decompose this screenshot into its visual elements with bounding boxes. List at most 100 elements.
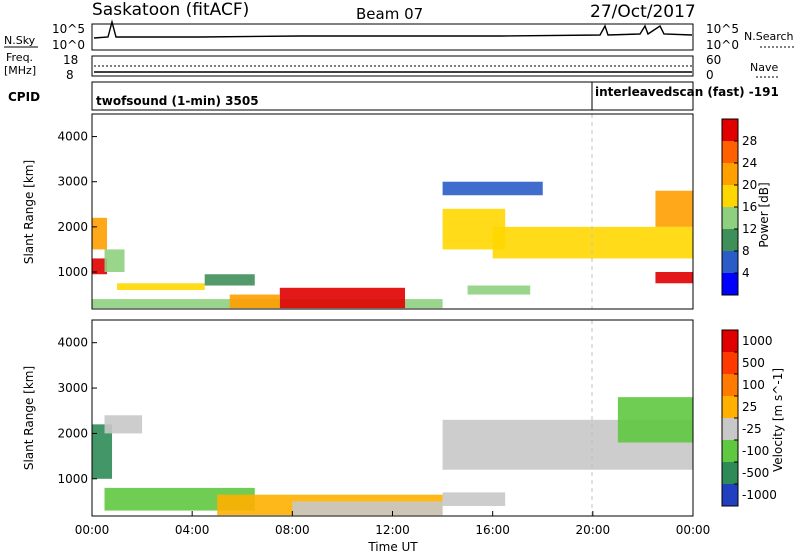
velocity-colorbar-segment [722,396,738,418]
freq-tick-bottom: 8 [66,68,74,82]
velocity-echo-region [104,415,143,434]
velocity-y-tick-label: 4000 [57,336,88,350]
power-y-ticks: 1000 2000 3000 4000 [57,130,97,279]
power-colorbar-tick-label: 16 [742,200,757,214]
power-cells [92,181,693,309]
time-x-tick-label: 04:00 [175,523,210,537]
power-colorbar-segment [722,207,738,229]
time-x-ticks: 00:00 04:00 08:00 12:00 16:00 20:00 00:00 [75,511,711,537]
nave-tick-top: 60 [706,53,721,67]
power-colorbar-tick-label: 8 [742,244,750,258]
power-colorbar-tick-label: 4 [742,266,750,280]
power-echo-region [467,285,531,295]
power-colorbar-tick-label: 12 [742,222,757,236]
power-panel-background [92,114,693,309]
power-echo-region [655,271,693,284]
nave-label: Nave [750,61,778,74]
velocity-colorbar-segment [722,352,738,374]
time-x-tick-label: 20:00 [576,523,611,537]
time-x-tick-label: 12:00 [375,523,410,537]
velocity-y-tick-label: 3000 [57,381,88,395]
power-colorbar-segment [722,119,738,141]
time-x-tick-label: 16:00 [475,523,510,537]
noise-panel-frame [91,23,694,51]
power-echo-region [492,226,693,259]
cpid-mode-2: interleavedscan (fast) -191 [595,85,779,99]
power-colorbar-segment [722,273,738,295]
date-title: 27/Oct/2017 [590,2,696,22]
power-y-tick-label: 1000 [57,265,88,279]
velocity-colorbar: 1000 500 100 25 -25 -100 -500 -1000 [721,329,777,507]
velocity-colorbar-segment [722,330,738,352]
power-colorbar-tick-label: 28 [742,134,757,148]
velocity-colorbar-tick-label: -1000 [742,488,777,502]
freq-panel-frame [91,55,694,77]
nave-tick-bottom: 0 [706,68,714,82]
power-colorbar: 4 8 12 16 20 24 28 [721,118,757,296]
freq-label-1: Freq. [6,51,33,64]
power-echo-region [229,294,280,309]
freq-label-2: [MHz] [4,64,36,77]
power-colorbar-segment [722,185,738,207]
power-colorbar-segment [722,229,738,251]
velocity-colorbar-tick-label: -500 [742,466,769,480]
velocity-y-tick-label: 2000 [57,426,88,440]
noise-sky-line [93,19,693,39]
velocity-echo-region [617,397,693,443]
time-x-tick-label: 00:00 [75,523,110,537]
velocity-colorbar-segment [722,462,738,484]
velocity-panel-background [92,320,693,516]
power-y-axis-label: Slant Range [km] [22,160,36,264]
power-echo-region [117,283,205,291]
velocity-y-axis-label: Slant Range [km] [22,366,36,470]
cpid-label: CPID [8,90,40,104]
noise-right-tick-top: 10^5 [706,22,739,36]
power-colorbar-segment [722,163,738,185]
power-y-tick-label: 2000 [57,220,88,234]
beam-title: Beam 07 [356,5,423,23]
power-panel: 1000 2000 3000 4000 Slant Range [km] [22,113,694,310]
time-x-axis-label: Time UT [367,540,418,554]
time-x-tick-label: 00:00 [676,523,711,537]
power-colorbar-segment [722,141,738,163]
velocity-colorbar-tick-label: 25 [742,400,757,414]
power-colorbar-tick-label: 24 [742,156,757,170]
power-echo-region [655,190,693,227]
power-y-tick-label: 4000 [57,130,88,144]
power-echo-region [442,181,543,196]
cpid-panel-frame [91,81,694,111]
noise-right-tick-bottom: 10^0 [706,38,739,52]
velocity-echo-region [92,424,113,479]
noise-left-tick-bottom: 10^0 [52,38,85,52]
velocity-echo-region [292,501,443,516]
time-x-tick-label: 08:00 [275,523,310,537]
velocity-echo-region [442,492,506,507]
station-title: Saskatoon (fitACF) [92,0,249,20]
freq-tick-top: 18 [63,53,78,67]
velocity-colorbar-segment [722,418,738,440]
cpid-mode-1: twofsound (1-min) 3505 [96,94,259,108]
power-echo-region [104,249,125,272]
velocity-colorbar-segment [722,484,738,506]
power-echo-region [92,258,108,275]
power-colorbar-segment [722,251,738,273]
noise-right-label: N.Search [744,30,794,43]
velocity-y-ticks: 1000 2000 3000 4000 [57,336,97,486]
velocity-colorbar-tick-label: 1000 [742,334,773,348]
noise-left-tick-top: 10^5 [52,22,85,36]
velocity-colorbar-label: Velocity [m s^-1] [771,368,785,472]
power-y-tick-label: 3000 [57,175,88,189]
velocity-colorbar-tick-label: 500 [742,356,765,370]
power-colorbar-label: Power [dB] [757,182,771,247]
velocity-y-tick-label: 1000 [57,472,88,486]
velocity-colorbar-segment [722,374,738,396]
velocity-colorbar-tick-label: -100 [742,444,769,458]
velocity-colorbar-segment [722,440,738,462]
power-panel-frame [91,113,694,310]
power-echo-region [204,274,255,286]
noise-left-label: N.Sky [4,34,36,47]
power-echo-region [92,217,108,250]
velocity-colorbar-tick-label: -25 [742,422,762,436]
velocity-colorbar-label-text: Velocity [m s^-1] [771,368,785,472]
